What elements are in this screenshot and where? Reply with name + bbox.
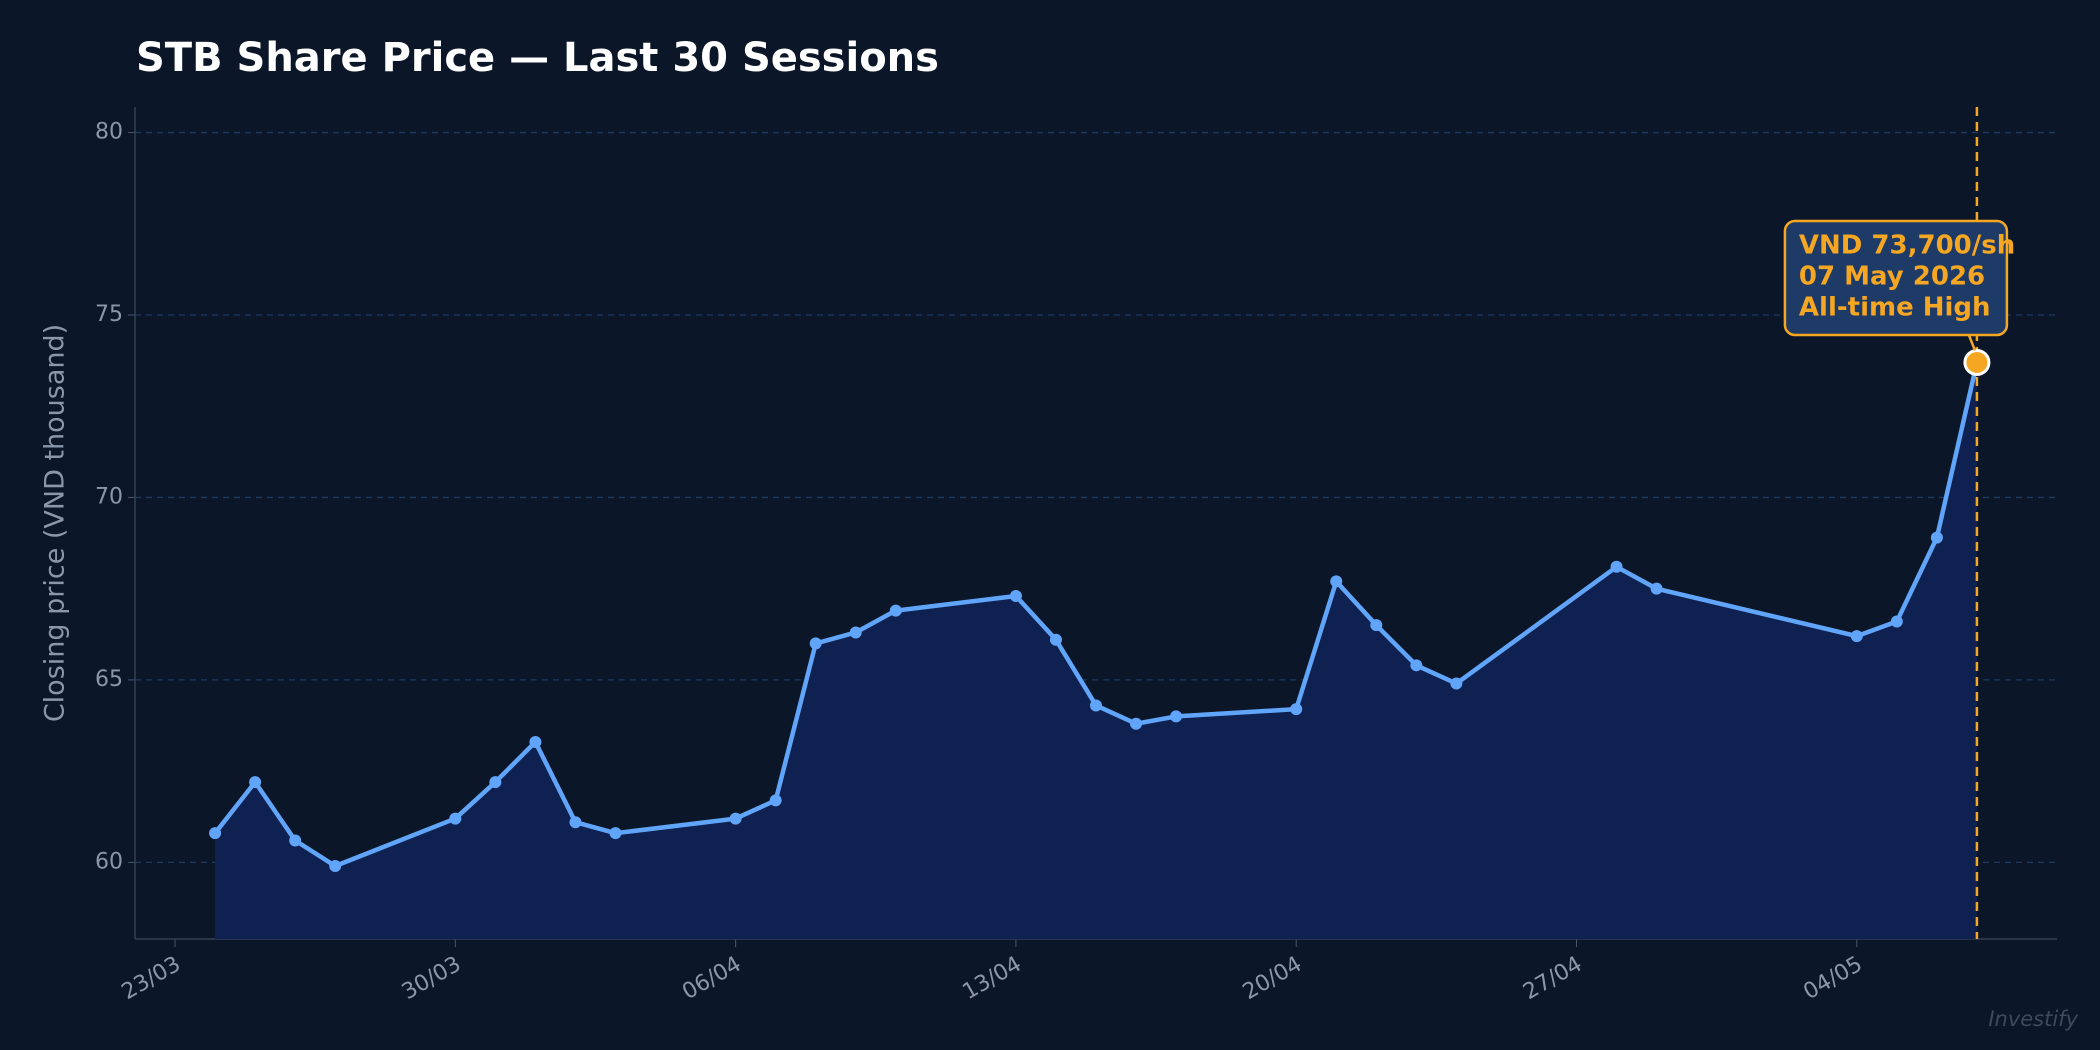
point: [769, 794, 782, 807]
annotation-text: 07 May 2026: [1799, 262, 1985, 292]
point: [609, 827, 622, 840]
point: [1410, 659, 1423, 672]
chart-title: STB Share Price — Last 30 Sessions: [136, 35, 939, 81]
point: [1009, 589, 1022, 602]
y-tick-label: 65: [95, 667, 123, 692]
y-tick-label: 60: [95, 849, 123, 874]
x-tick-label: 23/03: [118, 952, 185, 1005]
point: [489, 776, 502, 789]
annotation-text: All-time High: [1799, 293, 1991, 323]
point: [1610, 560, 1623, 573]
area: [215, 362, 1977, 939]
point: [1330, 575, 1343, 588]
point: [1049, 633, 1062, 646]
x-tick-label: 27/04: [1519, 952, 1586, 1005]
annotation-text: VND 73,700/sh: [1799, 231, 2015, 261]
highlight-point: [1963, 348, 1991, 376]
point: [1650, 582, 1663, 595]
x-tick-label: 04/05: [1799, 952, 1866, 1005]
y-axis-label: Closing price (VND thousand): [40, 324, 71, 722]
point: [1090, 699, 1102, 712]
point: [889, 604, 902, 617]
point: [1890, 615, 1903, 628]
point: [809, 637, 822, 650]
point: [849, 626, 862, 639]
point: [1450, 677, 1463, 690]
y-tick-label: 75: [95, 302, 123, 327]
point: [209, 827, 222, 840]
point: [329, 860, 342, 873]
point: [1130, 717, 1143, 730]
point: [729, 812, 742, 825]
x-tick-label: 30/03: [398, 952, 465, 1005]
x-tick-label: 20/04: [1239, 952, 1306, 1005]
watermark: Investify: [1988, 1007, 2078, 1031]
point: [1370, 619, 1383, 632]
point: [1850, 630, 1863, 643]
point: [289, 834, 302, 847]
point: [1170, 710, 1183, 723]
point: [1290, 703, 1303, 716]
line: [213, 361, 1980, 869]
x-tick-label: 13/04: [959, 952, 1026, 1005]
annotation-arrow: [1967, 334, 1977, 351]
y-tick-label: 70: [95, 484, 123, 509]
point: [449, 812, 462, 825]
annotation-box: [1783, 219, 2009, 337]
y-tick-label: 80: [95, 120, 123, 145]
point: [529, 735, 542, 748]
x-tick-label: 06/04: [678, 952, 745, 1005]
point: [1930, 531, 1943, 544]
point: [249, 776, 262, 789]
point: [569, 816, 582, 829]
